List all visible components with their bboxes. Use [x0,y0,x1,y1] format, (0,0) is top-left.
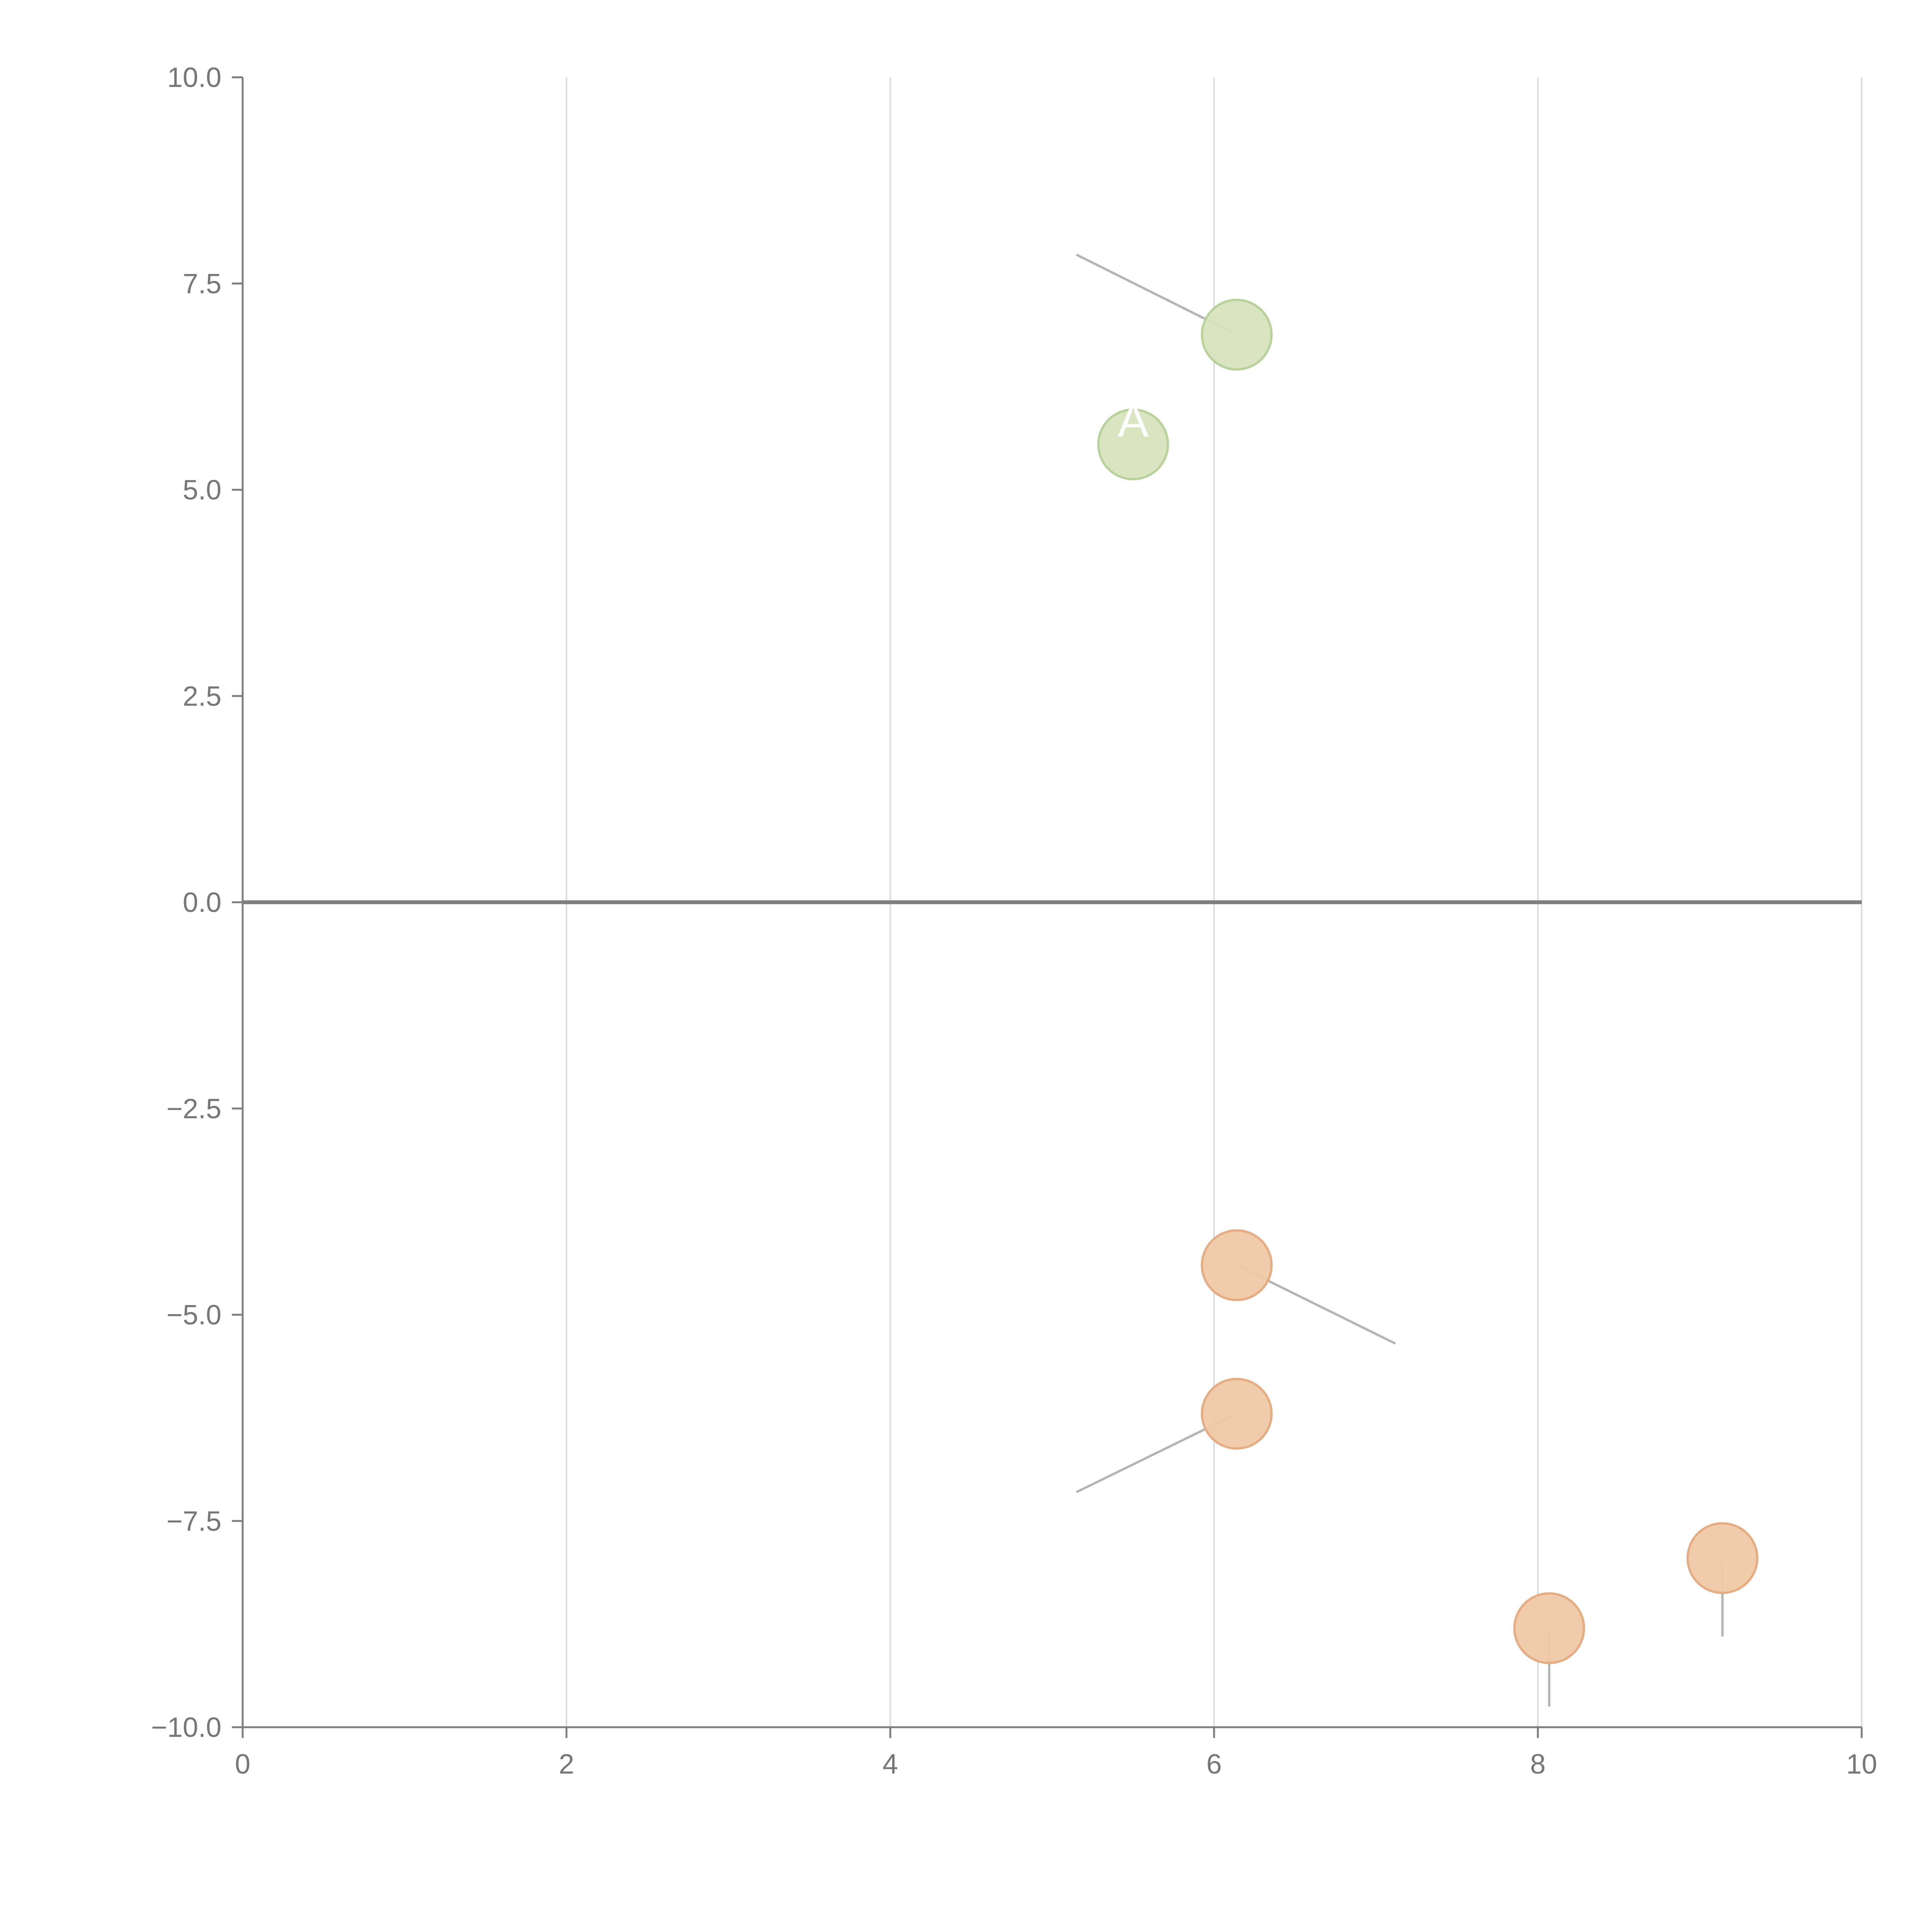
x-tick-label: 4 [883,1749,898,1780]
data-point-positive-1 [1097,408,1169,481]
y-tick-label: −7.5 [167,1506,221,1537]
y-tick-label: 7.5 [183,269,221,299]
y-tick-label: 10.0 [167,62,221,93]
x-tick-label: 0 [235,1749,250,1780]
y-tick-label: 2.5 [183,681,221,712]
y-tick-label: 5.0 [183,475,221,506]
x-tick-label: 8 [1530,1749,1546,1780]
y-tick-label: −2.5 [167,1094,221,1124]
leader-lines [1076,253,1724,1707]
x-tick-label: 10 [1846,1749,1877,1780]
y-tick-label: −5.0 [167,1300,221,1331]
x-tick-label: 2 [559,1749,574,1780]
axes: 0 2 4 6 8 10 10.0 7.5 5.0 2.5 0.0 −2.5 −5.0 −7.5 −10.0 [151,62,1877,1780]
data-point-negative-1 [1201,1378,1273,1450]
data-points [1097,299,1759,1664]
y-tick-label: −10.0 [151,1712,221,1743]
point-labels: A [1117,395,1148,447]
point-label-positive-1: A [1117,395,1148,447]
data-point-positive-0 [1201,299,1273,371]
x-tick-label: 6 [1206,1749,1222,1780]
data-point-negative-0 [1201,1229,1273,1301]
y-tick-label: 0.0 [183,887,221,918]
data-point-negative-2 [1513,1592,1585,1664]
data-point-negative-3 [1686,1522,1759,1594]
